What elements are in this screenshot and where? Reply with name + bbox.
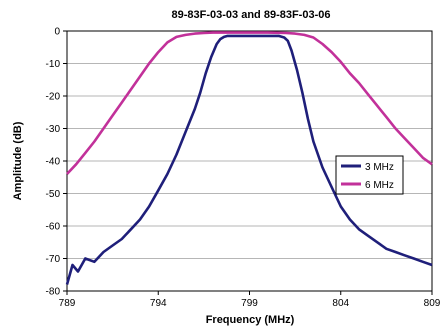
x-axis-label: Frequency (MHz) xyxy=(206,314,295,326)
legend-label-6-mhz: 6 MHz xyxy=(365,180,394,191)
y-axis-label: Amplitude (dB) xyxy=(12,121,24,200)
chart-title: 89-83F-03-03 and 89-83F-03-06 xyxy=(172,9,331,21)
x-tick-label: 799 xyxy=(241,298,258,309)
y-tick-label: -60 xyxy=(46,222,61,233)
y-axis-ticks: 0 -10 -20 -30 -40 -50 -60 -70 -80 xyxy=(46,27,67,298)
series-line-3-mhz xyxy=(65,34,433,285)
legend: 3 MHz 6 MHz xyxy=(335,155,404,195)
y-tick-label: 0 xyxy=(54,27,60,38)
y-tick-label: -70 xyxy=(46,254,61,265)
x-tick-label: 789 xyxy=(59,298,76,309)
legend-label-3-mhz: 3 MHz xyxy=(365,162,394,173)
x-tick-label: 804 xyxy=(332,298,349,309)
series-lines xyxy=(65,31,433,285)
series-line-6-mhz xyxy=(66,31,433,175)
legend-box xyxy=(335,155,404,195)
x-tick-label: 809 xyxy=(424,298,441,309)
y-tick-label: -50 xyxy=(46,189,61,200)
x-axis-ticks: 789 794 799 804 809 xyxy=(59,291,441,309)
y-tick-label: -30 xyxy=(46,124,61,135)
y-tick-label: -40 xyxy=(46,157,61,168)
y-tick-label: -20 xyxy=(46,92,61,103)
y-tick-label: -10 xyxy=(46,59,61,70)
y-tick-label: -80 xyxy=(46,287,61,298)
x-tick-label: 794 xyxy=(150,298,167,309)
